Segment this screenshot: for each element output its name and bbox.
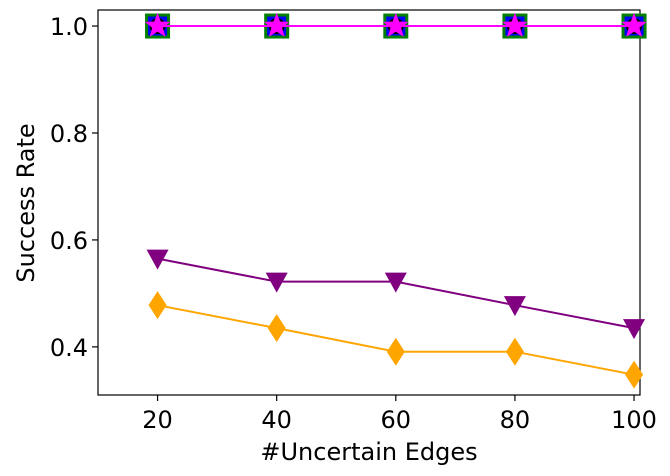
triangle-marker xyxy=(265,272,288,293)
y-tick-label: 0.4 xyxy=(50,334,88,362)
diamond-marker xyxy=(505,337,524,366)
diamond-marker xyxy=(386,337,405,366)
x-tick-label: 20 xyxy=(142,406,173,434)
triangle-marker xyxy=(623,319,646,340)
diamond-marker xyxy=(267,314,286,343)
series-diamond xyxy=(148,291,644,389)
x-tick-label: 100 xyxy=(611,406,657,434)
diamond-marker xyxy=(625,360,644,389)
y-tick-label: 0.8 xyxy=(50,120,88,148)
star-marker xyxy=(621,12,647,37)
y-tick-label: 1.0 xyxy=(50,13,88,41)
star-marker xyxy=(383,12,409,37)
x-tick-label: 80 xyxy=(500,406,531,434)
x-tick-label: 40 xyxy=(261,406,292,434)
triangle-marker xyxy=(503,296,526,317)
star-marker xyxy=(263,12,290,37)
y-tick-label: 0.6 xyxy=(50,227,88,255)
diamond-marker xyxy=(148,291,167,320)
series-triangle-down xyxy=(146,249,646,340)
series-line xyxy=(157,257,635,330)
plot-area: 20 40 60 80 100 0.4 0.6 0.8 1.0 xyxy=(50,9,657,434)
triangle-marker xyxy=(146,249,169,270)
x-tick-label: 60 xyxy=(381,406,412,434)
plot-frame xyxy=(97,9,641,396)
star-marker xyxy=(502,12,528,37)
y-axis-label: Success Rate xyxy=(12,123,40,282)
star-marker xyxy=(144,12,171,37)
series-star xyxy=(144,12,647,37)
triangle-marker xyxy=(384,272,407,293)
x-axis-label: #Uncertain Edges xyxy=(260,438,477,466)
